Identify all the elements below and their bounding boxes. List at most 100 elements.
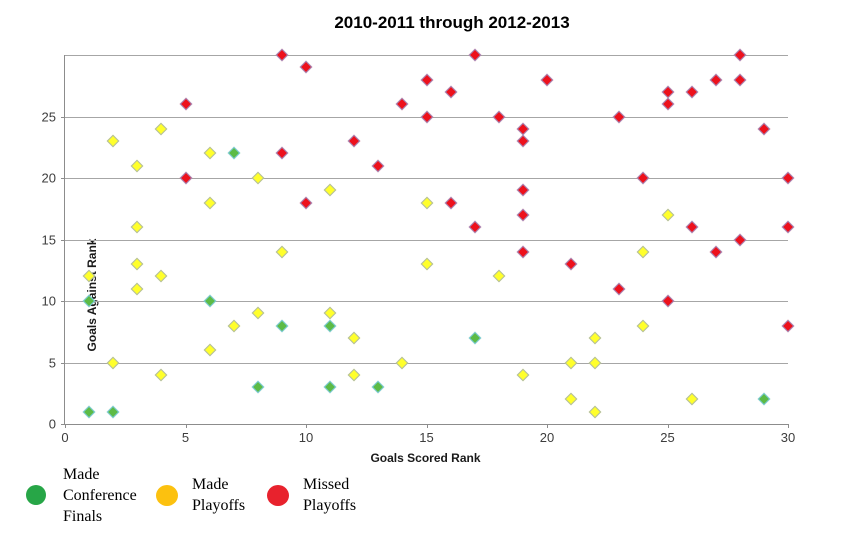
data-point-missed-playoffs[interactable] xyxy=(612,110,626,123)
x-tickmark-5 xyxy=(185,424,187,428)
data-point-missed-playoffs[interactable] xyxy=(420,110,433,123)
data-point-made-conference-finals[interactable] xyxy=(371,380,385,394)
data-point-made-playoffs[interactable] xyxy=(347,368,361,382)
legend-label-made-playoffs: Made Playoffs xyxy=(192,476,246,514)
data-point-made-playoffs[interactable] xyxy=(588,405,602,419)
x-tick-label-30: 30 xyxy=(780,430,796,445)
data-point-made-playoffs[interactable] xyxy=(588,356,602,369)
data-point-made-playoffs[interactable] xyxy=(203,147,216,160)
data-point-made-playoffs[interactable] xyxy=(251,171,265,185)
data-point-missed-playoffs[interactable] xyxy=(444,196,457,209)
data-point-made-playoffs[interactable] xyxy=(420,196,433,209)
data-point-missed-playoffs[interactable] xyxy=(733,233,747,246)
data-point-made-playoffs[interactable] xyxy=(516,368,530,382)
data-point-missed-playoffs[interactable] xyxy=(516,122,530,136)
data-point-missed-playoffs[interactable] xyxy=(468,48,482,62)
data-point-missed-playoffs[interactable] xyxy=(516,208,530,222)
data-point-missed-playoffs[interactable] xyxy=(540,73,554,86)
data-point-made-playoffs[interactable] xyxy=(637,245,650,259)
data-point-made-playoffs[interactable] xyxy=(323,183,337,197)
data-point-missed-playoffs[interactable] xyxy=(757,122,771,136)
data-point-made-playoffs[interactable] xyxy=(106,356,120,369)
x-axis-title: Goals Scored Rank xyxy=(370,451,481,465)
data-point-missed-playoffs[interactable] xyxy=(347,134,361,148)
data-point-missed-playoffs[interactable] xyxy=(781,319,795,332)
data-point-made-playoffs[interactable] xyxy=(420,257,433,271)
data-point-made-playoffs[interactable] xyxy=(396,356,409,369)
x-tick-label-0: 0 xyxy=(61,430,69,445)
data-point-made-conference-finals[interactable] xyxy=(106,405,120,419)
data-point-missed-playoffs[interactable] xyxy=(661,294,674,308)
y-tick-label-0: 0 xyxy=(48,416,56,432)
data-point-made-playoffs[interactable] xyxy=(106,134,120,148)
data-point-missed-playoffs[interactable] xyxy=(516,245,530,259)
data-point-missed-playoffs[interactable] xyxy=(179,97,192,111)
data-point-made-playoffs[interactable] xyxy=(130,159,144,173)
data-point-missed-playoffs[interactable] xyxy=(299,60,313,74)
data-point-made-playoffs[interactable] xyxy=(203,343,216,357)
data-point-made-playoffs[interactable] xyxy=(492,270,506,283)
y-tick-label-25: 25 xyxy=(41,109,56,124)
data-point-missed-playoffs[interactable] xyxy=(275,48,289,62)
data-point-made-playoffs[interactable] xyxy=(130,220,144,234)
data-point-missed-playoffs[interactable] xyxy=(516,183,530,197)
data-point-missed-playoffs[interactable] xyxy=(685,85,698,99)
gridline-y-5 xyxy=(65,362,788,364)
data-point-made-playoffs[interactable] xyxy=(323,306,337,320)
data-point-missed-playoffs[interactable] xyxy=(396,97,409,111)
data-point-missed-playoffs[interactable] xyxy=(516,134,530,148)
x-tickmark-20 xyxy=(547,424,548,428)
data-point-made-conference-finals[interactable] xyxy=(227,147,241,160)
data-point-made-playoffs[interactable] xyxy=(275,245,289,259)
data-point-made-conference-finals[interactable] xyxy=(323,319,337,332)
y-tickmark-15 xyxy=(61,239,65,241)
legend-item-made-conference-finals[interactable]: Made Conference Finals xyxy=(26,458,157,532)
data-point-made-playoffs[interactable] xyxy=(685,393,698,406)
data-point-missed-playoffs[interactable] xyxy=(468,220,482,234)
data-point-missed-playoffs[interactable] xyxy=(371,159,385,173)
data-point-missed-playoffs[interactable] xyxy=(781,171,795,185)
data-point-missed-playoffs[interactable] xyxy=(637,171,650,185)
data-point-made-playoffs[interactable] xyxy=(155,122,168,136)
data-point-made-playoffs[interactable] xyxy=(564,356,578,369)
legend-item-missed-playoffs[interactable]: Missed Playoffs xyxy=(267,458,375,532)
data-point-made-conference-finals[interactable] xyxy=(275,319,289,332)
data-point-made-playoffs[interactable] xyxy=(637,319,650,332)
data-point-made-conference-finals[interactable] xyxy=(203,294,216,308)
data-point-missed-playoffs[interactable] xyxy=(444,85,457,99)
data-point-made-conference-finals[interactable] xyxy=(82,405,96,419)
data-point-made-playoffs[interactable] xyxy=(155,368,168,382)
data-point-made-playoffs[interactable] xyxy=(130,282,144,296)
data-point-missed-playoffs[interactable] xyxy=(685,220,698,234)
data-point-made-playoffs[interactable] xyxy=(347,331,361,345)
data-point-missed-playoffs[interactable] xyxy=(612,282,626,296)
data-point-made-playoffs[interactable] xyxy=(155,270,168,283)
data-point-made-playoffs[interactable] xyxy=(588,331,602,345)
data-point-missed-playoffs[interactable] xyxy=(709,245,723,259)
legend-item-made-playoffs[interactable]: Made Playoffs xyxy=(156,458,258,532)
data-point-missed-playoffs[interactable] xyxy=(733,73,747,86)
data-point-missed-playoffs[interactable] xyxy=(492,110,506,123)
data-point-missed-playoffs[interactable] xyxy=(420,73,433,86)
data-point-made-conference-finals[interactable] xyxy=(251,380,265,394)
data-point-made-playoffs[interactable] xyxy=(661,208,674,222)
data-point-missed-playoffs[interactable] xyxy=(781,220,795,234)
data-point-made-playoffs[interactable] xyxy=(227,319,241,332)
data-point-missed-playoffs[interactable] xyxy=(299,196,313,209)
data-point-made-playoffs[interactable] xyxy=(203,196,216,209)
data-point-made-playoffs[interactable] xyxy=(564,393,578,406)
data-point-made-playoffs[interactable] xyxy=(130,257,144,271)
x-tickmark-25 xyxy=(667,424,669,428)
data-point-missed-playoffs[interactable] xyxy=(661,85,674,99)
data-point-missed-playoffs[interactable] xyxy=(661,97,674,111)
data-point-made-playoffs[interactable] xyxy=(251,306,265,320)
data-point-missed-playoffs[interactable] xyxy=(733,48,747,62)
data-point-made-conference-finals[interactable] xyxy=(468,331,482,345)
data-point-made-conference-finals[interactable] xyxy=(757,393,771,406)
data-point-missed-playoffs[interactable] xyxy=(709,73,723,86)
data-point-missed-playoffs[interactable] xyxy=(179,171,192,185)
data-point-missed-playoffs[interactable] xyxy=(275,147,289,160)
data-point-missed-playoffs[interactable] xyxy=(564,257,578,271)
data-point-made-conference-finals[interactable] xyxy=(323,380,337,394)
y-tick-label-20: 20 xyxy=(41,170,56,186)
